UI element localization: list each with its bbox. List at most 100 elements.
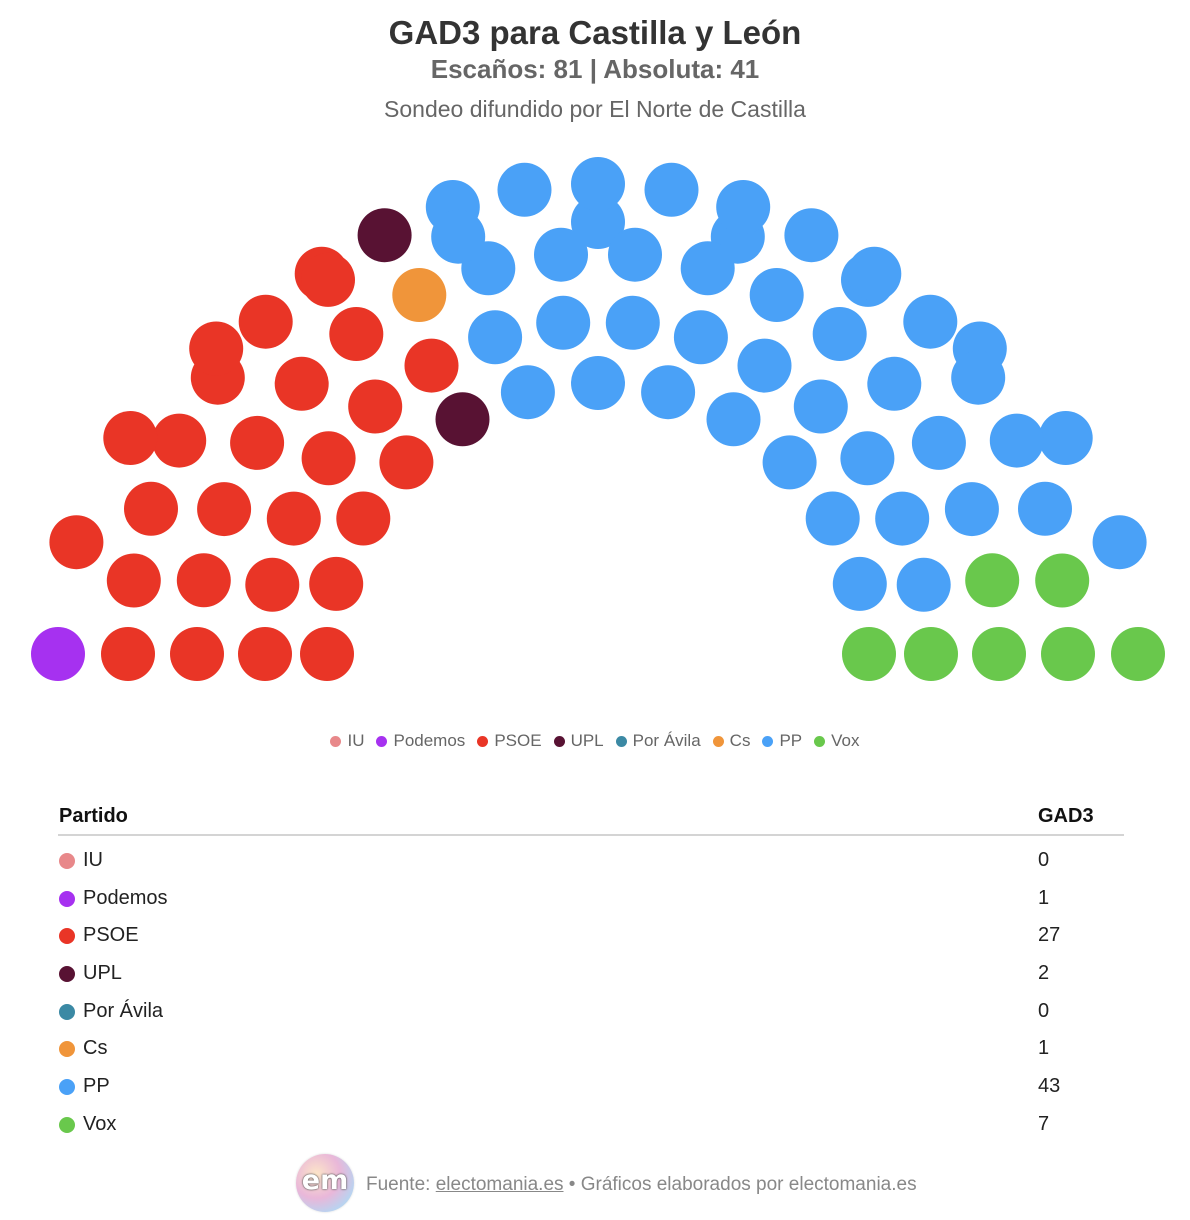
party-name: UPL — [83, 962, 122, 985]
legend-label: Podemos — [393, 731, 466, 750]
seat-pp — [468, 310, 523, 365]
chart-description: Sondeo difundido por El Norte de Castill… — [384, 96, 806, 122]
party-name: Por Ávila — [83, 999, 164, 1022]
table-body: IU 0 Podemos 1 PSOE 27 UPL 2 Por Ávila 0 Cs 1 PP 43 Vo… — [58, 836, 1124, 1143]
seat-psoe — [379, 435, 434, 490]
seat-pp — [431, 209, 486, 264]
seat-psoe — [329, 307, 384, 361]
legend-item[interactable]: Cs — [712, 731, 751, 751]
seat-pp — [673, 310, 728, 365]
seat-pp — [944, 482, 999, 537]
chart-legend: IU Podemos PSOE UPL Por Ávila Cs PP Vox — [0, 731, 1190, 751]
legend-label: Cs — [729, 731, 751, 750]
party-name: PSOE — [83, 924, 139, 947]
seat-pp — [832, 556, 887, 611]
footer: em Fuente: electomania.es • Gráficos ela… — [0, 1152, 1190, 1216]
seat-pp — [641, 365, 696, 420]
seat-psoe — [309, 556, 364, 611]
results-table: Partido GAD3 IU 0 Podemos 1 PSOE 27 UPL 2 Por Áv… — [58, 800, 1124, 1143]
seat-pp — [951, 350, 1006, 405]
seat-psoe — [238, 294, 293, 349]
party-color-dot — [59, 853, 75, 869]
table-row: IU 0 — [58, 841, 1124, 879]
legend-dot — [712, 736, 724, 747]
seat-pp — [500, 365, 555, 420]
chart-title: GAD3 para Castilla y León — [388, 14, 802, 51]
legend-label: UPL — [570, 731, 604, 750]
party-color-dot — [59, 1079, 75, 1096]
seat-pp — [812, 307, 867, 361]
seat-pp — [608, 227, 662, 282]
seat-psoe — [124, 481, 178, 536]
seat-pp — [644, 162, 699, 217]
legend-item[interactable]: Por Ávila — [615, 731, 701, 751]
seat-pp — [706, 392, 761, 447]
legend-item[interactable]: UPL — [553, 731, 604, 751]
legend-dot — [477, 736, 489, 747]
legend-item[interactable]: Podemos — [376, 731, 465, 751]
seat-pp — [571, 195, 625, 249]
seat-pp — [1018, 481, 1072, 536]
seat-psoe — [336, 491, 391, 546]
party-name: Podemos — [83, 886, 168, 909]
seat-vox — [842, 627, 896, 681]
seat-vox — [972, 627, 1026, 681]
legend-label: Por Ávila — [632, 731, 701, 750]
seat-vox — [904, 627, 958, 681]
seat-pp — [762, 435, 817, 490]
seat-pp — [571, 356, 625, 410]
chart-subtitle: Escaños: 81 | Absoluta: 41 — [430, 54, 760, 84]
seat-psoe — [106, 553, 161, 608]
legend-dot — [553, 736, 565, 747]
party-color-dot — [59, 1041, 75, 1058]
legend-label: IU — [347, 731, 365, 750]
source-suffix: • Gráficos elaborados por electomania.es — [563, 1174, 917, 1195]
table-row: PSOE 27 — [58, 916, 1124, 954]
party-seats: 43 — [1038, 1075, 1061, 1098]
seat-psoe — [245, 557, 300, 612]
legend-item[interactable]: Vox — [814, 731, 860, 751]
table-row: Vox 7 — [58, 1105, 1124, 1143]
seat-pp — [497, 162, 552, 217]
source-prefix: Fuente: — [366, 1174, 436, 1195]
seat-pp — [534, 227, 588, 282]
legend-item[interactable]: PP — [762, 731, 802, 751]
table-row: Podemos 1 — [58, 879, 1124, 917]
seat-psoe — [404, 338, 459, 393]
legend-dot — [376, 736, 388, 747]
seat-pp — [903, 294, 958, 349]
party-name: Vox — [83, 1112, 117, 1135]
party-color-dot — [59, 966, 75, 983]
table-row: PP 43 — [58, 1067, 1124, 1105]
party-color-dot — [59, 1003, 75, 1020]
seat-vox — [1111, 627, 1165, 681]
legend-label: PP — [779, 731, 803, 750]
header-party: Partido — [59, 805, 128, 827]
seat-pp — [716, 180, 771, 234]
seat-pp — [896, 557, 951, 612]
header-value: GAD3 — [1038, 805, 1094, 827]
source-link[interactable]: electomania.es — [435, 1174, 564, 1195]
legend-item[interactable]: PSOE — [477, 731, 542, 751]
seat-psoe — [152, 413, 207, 468]
seat-psoe — [348, 379, 403, 434]
seat-pp — [793, 379, 848, 434]
seat-psoe — [274, 356, 329, 411]
party-seats: 7 — [1038, 1112, 1050, 1135]
seat-vox — [1041, 627, 1095, 681]
seat-pp — [749, 268, 804, 322]
table-row: UPL 2 — [58, 954, 1124, 992]
seat-psoe — [101, 627, 155, 681]
seat-psoe — [103, 411, 158, 465]
seat-pp — [605, 295, 660, 350]
seat-upl — [357, 208, 412, 263]
seat-podemos — [31, 627, 85, 681]
seat-psoe — [230, 415, 285, 470]
party-name: IU — [83, 849, 103, 871]
seat-pp — [989, 413, 1044, 468]
party-seats: 0 — [1038, 849, 1050, 871]
party-seats: 1 — [1038, 886, 1050, 909]
seat-pp — [867, 356, 922, 411]
seat-psoe — [301, 431, 356, 486]
legend-item[interactable]: IU — [330, 731, 364, 751]
